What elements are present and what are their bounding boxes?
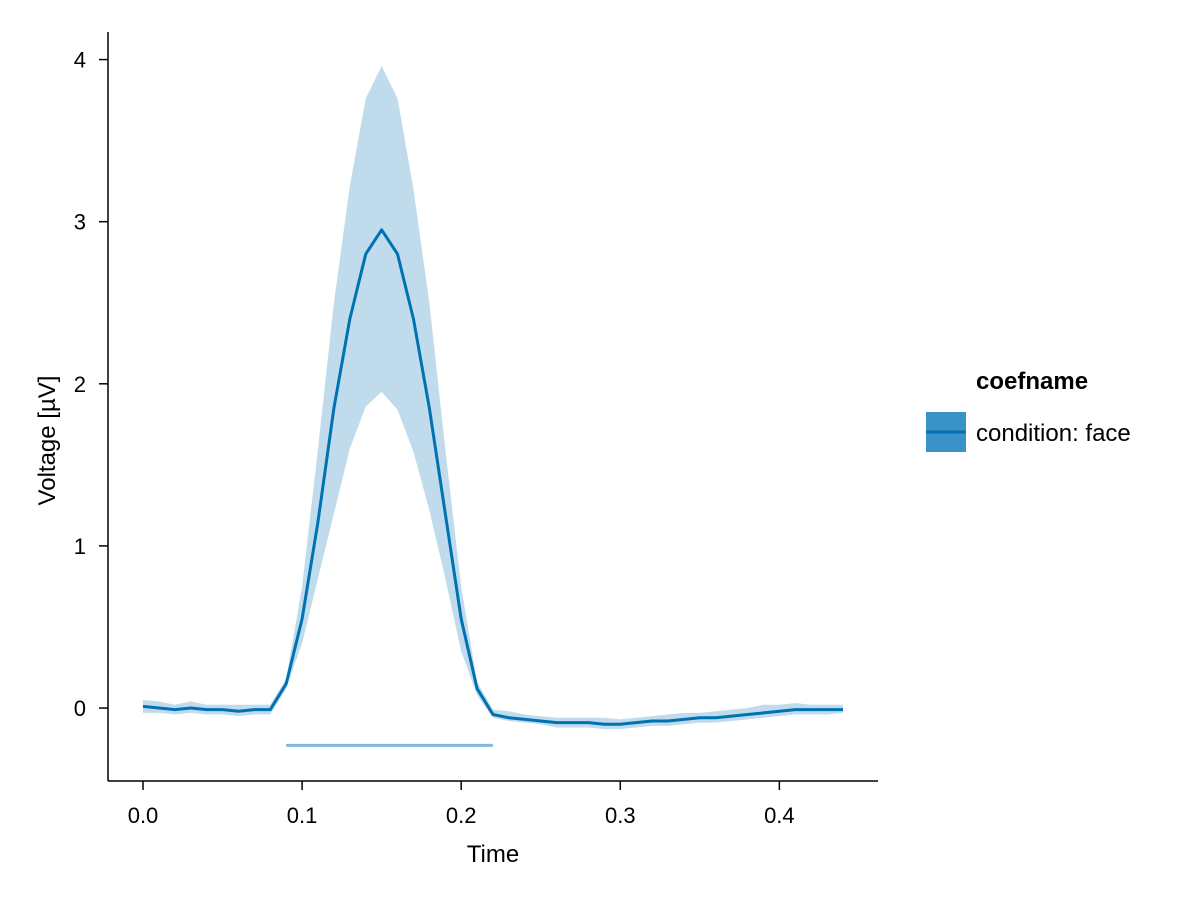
confidence-band bbox=[143, 66, 843, 730]
x-tick-label: 0.2 bbox=[446, 803, 477, 828]
x-tick-label: 0.1 bbox=[287, 803, 318, 828]
legend-title: coefname bbox=[976, 368, 1088, 395]
x-tick-label: 0.4 bbox=[764, 803, 795, 828]
legend: coefname condition: face bbox=[926, 368, 1131, 452]
x-tick-label: 0.0 bbox=[128, 803, 159, 828]
x-tick-label: 0.3 bbox=[605, 803, 636, 828]
plot-area bbox=[142, 66, 843, 747]
y-tick-label: 0 bbox=[74, 696, 86, 721]
axes: 0.0 0.1 0.2 0.3 0.4 0 1 2 3 4 Time Voltage [µV] bbox=[34, 32, 878, 868]
legend-label-condition-face: condition: face bbox=[976, 420, 1131, 447]
y-tick-label: 3 bbox=[74, 210, 86, 235]
x-ticks: 0.0 0.1 0.2 0.3 0.4 bbox=[128, 781, 795, 828]
y-axis-title: Voltage [µV] bbox=[34, 376, 61, 506]
y-tick-label: 2 bbox=[74, 372, 86, 397]
y-tick-label: 4 bbox=[74, 48, 86, 73]
x-axis-title: Time bbox=[467, 841, 519, 868]
y-ticks: 0 1 2 3 4 bbox=[74, 48, 108, 721]
mean-line bbox=[142, 228, 843, 726]
y-tick-label: 1 bbox=[74, 534, 86, 559]
